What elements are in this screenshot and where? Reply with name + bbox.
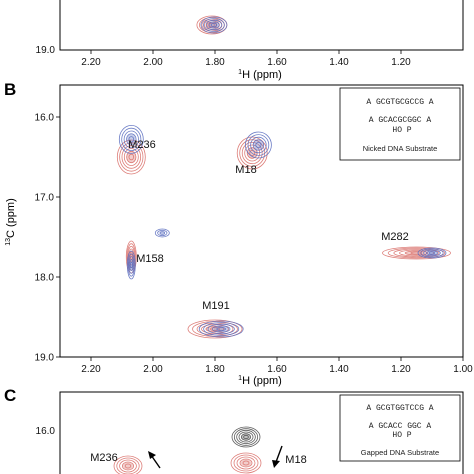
peak-m18-blue bbox=[244, 131, 272, 159]
panel-a-frame bbox=[59, 0, 464, 51]
panel-b-x-ticks: 2.20 2.00 1.80 1.60 1.40 1.20 1.00 bbox=[81, 357, 473, 375]
peak-minor-blue bbox=[154, 228, 170, 238]
peak-m191-blue bbox=[198, 320, 244, 338]
peak-label-m191: M191 bbox=[202, 300, 230, 312]
panel-a-x-tick-label: 1.20 bbox=[391, 57, 411, 68]
panel-b-inset-strand-top: A GCGTGCGCCG A bbox=[366, 98, 433, 107]
peak-label-m282: M282 bbox=[381, 231, 409, 243]
panel-b-y-tick-label: 17.0 bbox=[35, 193, 55, 204]
panel-b-frame bbox=[59, 84, 464, 358]
panel-c-arrowhead-m18 bbox=[272, 460, 280, 468]
panel-a-x-ticks: 2.20 2.00 1.80 1.60 1.40 1.20 bbox=[81, 50, 411, 68]
peak-label-m236: M236 bbox=[128, 139, 156, 151]
peak-label-m18: M18 bbox=[235, 164, 256, 176]
peak-m236-blue bbox=[118, 124, 144, 154]
panel-c-inset-strand-top: A GCGTGGTCCG A bbox=[366, 404, 433, 413]
panel-a: 19.0 2.20 2.00 1.80 1.60 1.40 1.20 1H (ppm) bbox=[36, 0, 464, 81]
panel-a-peaks bbox=[196, 15, 228, 35]
panel-c-arrowhead-m236 bbox=[148, 451, 156, 459]
peak-m236-red bbox=[116, 139, 146, 175]
peak-m282-red bbox=[382, 246, 451, 260]
panel-a-x-tick-label: 1.40 bbox=[329, 57, 349, 68]
panel-c-peak-m18-black bbox=[231, 426, 261, 448]
panel-c-inset: A GCGTGGTCCG A A GCACC GGC A HO P Gapped… bbox=[339, 394, 461, 462]
panel-c-peak-label-m18: M18 bbox=[285, 454, 306, 466]
panel-b-x-tick-label: 1.40 bbox=[329, 364, 349, 375]
panel-b-y-tick-label: 16.0 bbox=[35, 113, 55, 124]
panel-b-x-tick-label: 2.20 bbox=[81, 364, 101, 375]
panel-b-letter: B bbox=[4, 80, 16, 99]
panel-b-x-axis-label: 1H (ppm) bbox=[238, 375, 282, 387]
panel-a-x-axis-label: 1H (ppm) bbox=[238, 69, 282, 81]
panel-b-x-tick-label: 1.00 bbox=[453, 364, 473, 375]
panel-c-inset-ends: HO P bbox=[392, 431, 411, 440]
panel-c-letter: C bbox=[4, 386, 16, 405]
panel-b-y-ticks: 16.0 17.0 18.0 19.0 bbox=[35, 113, 60, 364]
panel-b-peaks: M236 M18 M158 M282 M191 bbox=[116, 124, 451, 339]
panel-c-y-tick: 16.0 bbox=[36, 426, 56, 437]
panel-c-inset-caption: Gapped DNA Substrate bbox=[361, 448, 439, 457]
panel-b-y-axis-label: 13C (ppm) bbox=[5, 198, 17, 246]
panel-c-peaks: M236 M18 bbox=[90, 426, 307, 474]
panel-a-peak-blue bbox=[200, 16, 228, 34]
panel-b-inset-ends: HO P bbox=[392, 126, 411, 135]
panel-b-x-tick-label: 2.00 bbox=[143, 364, 163, 375]
panel-b-inset-frame bbox=[339, 87, 461, 161]
panel-b-y-tick-label: 19.0 bbox=[35, 353, 55, 364]
panel-a-y-tick: 19.0 bbox=[36, 45, 56, 56]
panel-a-x-tick-label: 2.20 bbox=[81, 57, 101, 68]
panel-a-x-tick-label: 1.60 bbox=[267, 57, 287, 68]
panel-a-x-tick-label: 2.00 bbox=[143, 57, 163, 68]
panel-a-x-tick-label: 1.80 bbox=[205, 57, 225, 68]
panel-b-inset-caption: Nicked DNA Substrate bbox=[363, 144, 438, 153]
panel-b-y-tick-label: 18.0 bbox=[35, 273, 55, 284]
peak-label-m158: M158 bbox=[136, 253, 164, 265]
panel-c-peak-m18-red bbox=[230, 452, 262, 474]
panel-c-inset-frame bbox=[339, 394, 461, 462]
peak-m282-blue bbox=[417, 247, 447, 259]
panel-c-arrow-m18 bbox=[275, 445, 283, 463]
panel-b-x-tick-label: 1.80 bbox=[205, 364, 225, 375]
panel-c-inset-strand-bottom: A GCACC GGC A bbox=[369, 422, 432, 431]
panel-b-x-tick-label: 1.60 bbox=[267, 364, 287, 375]
panel-b-inset: A GCGTGCGCCG A A GCACGCGGC A HO P Nicked… bbox=[339, 87, 461, 161]
panel-b-x-tick-label: 1.20 bbox=[391, 364, 411, 375]
panel-b-inset-strand-bottom: A GCACGCGGC A bbox=[369, 116, 432, 125]
peak-m158-blue bbox=[126, 250, 136, 280]
panel-c-peak-label-m236: M236 bbox=[90, 452, 118, 464]
panel-b: B M236 M18 M158 M282 M191 16.0 17.0 18.0 19.0 2… bbox=[4, 80, 473, 387]
panel-c-frame bbox=[59, 391, 464, 474]
panel-c: C M236 M18 16.0 A GCGTGGTCCG A A GCACC GG… bbox=[4, 386, 464, 474]
panel-c-peak-m236-red bbox=[113, 455, 143, 474]
